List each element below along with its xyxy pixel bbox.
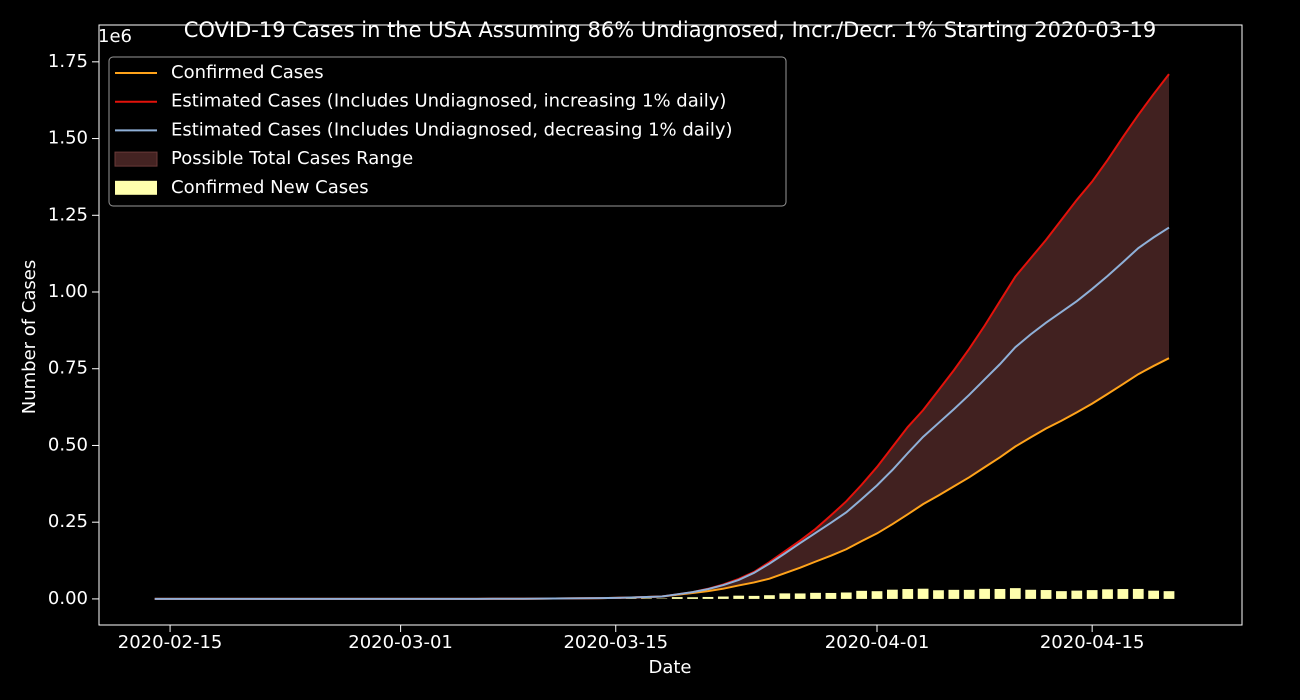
legend-label: Estimated Cases (Includes Undiagnosed, i… — [171, 91, 726, 112]
legend-swatch — [115, 180, 157, 195]
bar — [1071, 590, 1083, 599]
bar — [717, 596, 729, 599]
x-tick-label: 2020-04-15 — [1040, 632, 1145, 653]
bar — [779, 593, 791, 599]
legend-box — [108, 56, 787, 207]
bar — [917, 588, 929, 599]
bar — [1086, 590, 1098, 599]
y-tick-label: 1.25 — [48, 204, 88, 225]
plot-frame — [98, 24, 1243, 626]
bar — [702, 596, 714, 599]
y-tick-label: 1.75 — [48, 51, 88, 72]
bar — [1117, 589, 1129, 599]
y-tick-label: 1.00 — [48, 281, 88, 302]
bar — [733, 595, 745, 599]
y-tick-label: 0.25 — [48, 511, 88, 532]
bar — [948, 589, 960, 599]
y-axis-label: Number of Cases — [19, 260, 40, 415]
y-tick-label: 0.75 — [48, 358, 88, 379]
bar — [933, 590, 944, 599]
bar — [1102, 589, 1113, 599]
bar — [1163, 591, 1175, 599]
series-line — [154, 226, 1170, 600]
y-tick-label: 1.50 — [48, 128, 88, 149]
bar — [794, 593, 806, 599]
bar — [886, 589, 898, 599]
bar — [764, 595, 775, 599]
bar — [963, 589, 975, 599]
legend-swatch — [114, 151, 158, 167]
bar — [641, 598, 652, 599]
legend-label: Confirmed New Cases — [171, 177, 369, 198]
y-tick-label: 0.00 — [48, 588, 88, 609]
bar — [994, 588, 1006, 599]
range-area — [154, 74, 1170, 599]
bar — [979, 588, 990, 599]
bar — [687, 597, 698, 599]
bar — [825, 592, 837, 599]
y-tick-label: 0.50 — [48, 434, 88, 455]
bar — [1040, 590, 1052, 599]
legend-label: Confirmed Cases — [171, 62, 324, 83]
x-axis-label: Date — [648, 657, 691, 678]
bar — [1056, 591, 1067, 599]
x-tick-label: 2020-04-01 — [825, 632, 930, 653]
bar — [1148, 590, 1160, 599]
y-offset-label: 1e6 — [98, 26, 132, 47]
bar — [840, 592, 852, 599]
bar — [1009, 588, 1021, 599]
bar — [871, 591, 883, 599]
x-tick-label: 2020-02-15 — [118, 632, 223, 653]
bar — [810, 592, 821, 599]
bar — [671, 597, 683, 599]
bar — [902, 589, 914, 599]
bar — [856, 590, 868, 599]
bar — [1132, 588, 1144, 599]
chart-title: COVID-19 Cases in the USA Assuming 86% U… — [184, 18, 1157, 42]
legend-label: Possible Total Cases Range — [171, 148, 413, 169]
legend-label: Estimated Cases (Includes Undiagnosed, d… — [171, 119, 733, 140]
x-tick-label: 2020-03-15 — [563, 632, 668, 653]
bar — [1025, 589, 1037, 599]
bar — [748, 595, 760, 599]
x-tick-label: 2020-03-01 — [348, 632, 453, 653]
